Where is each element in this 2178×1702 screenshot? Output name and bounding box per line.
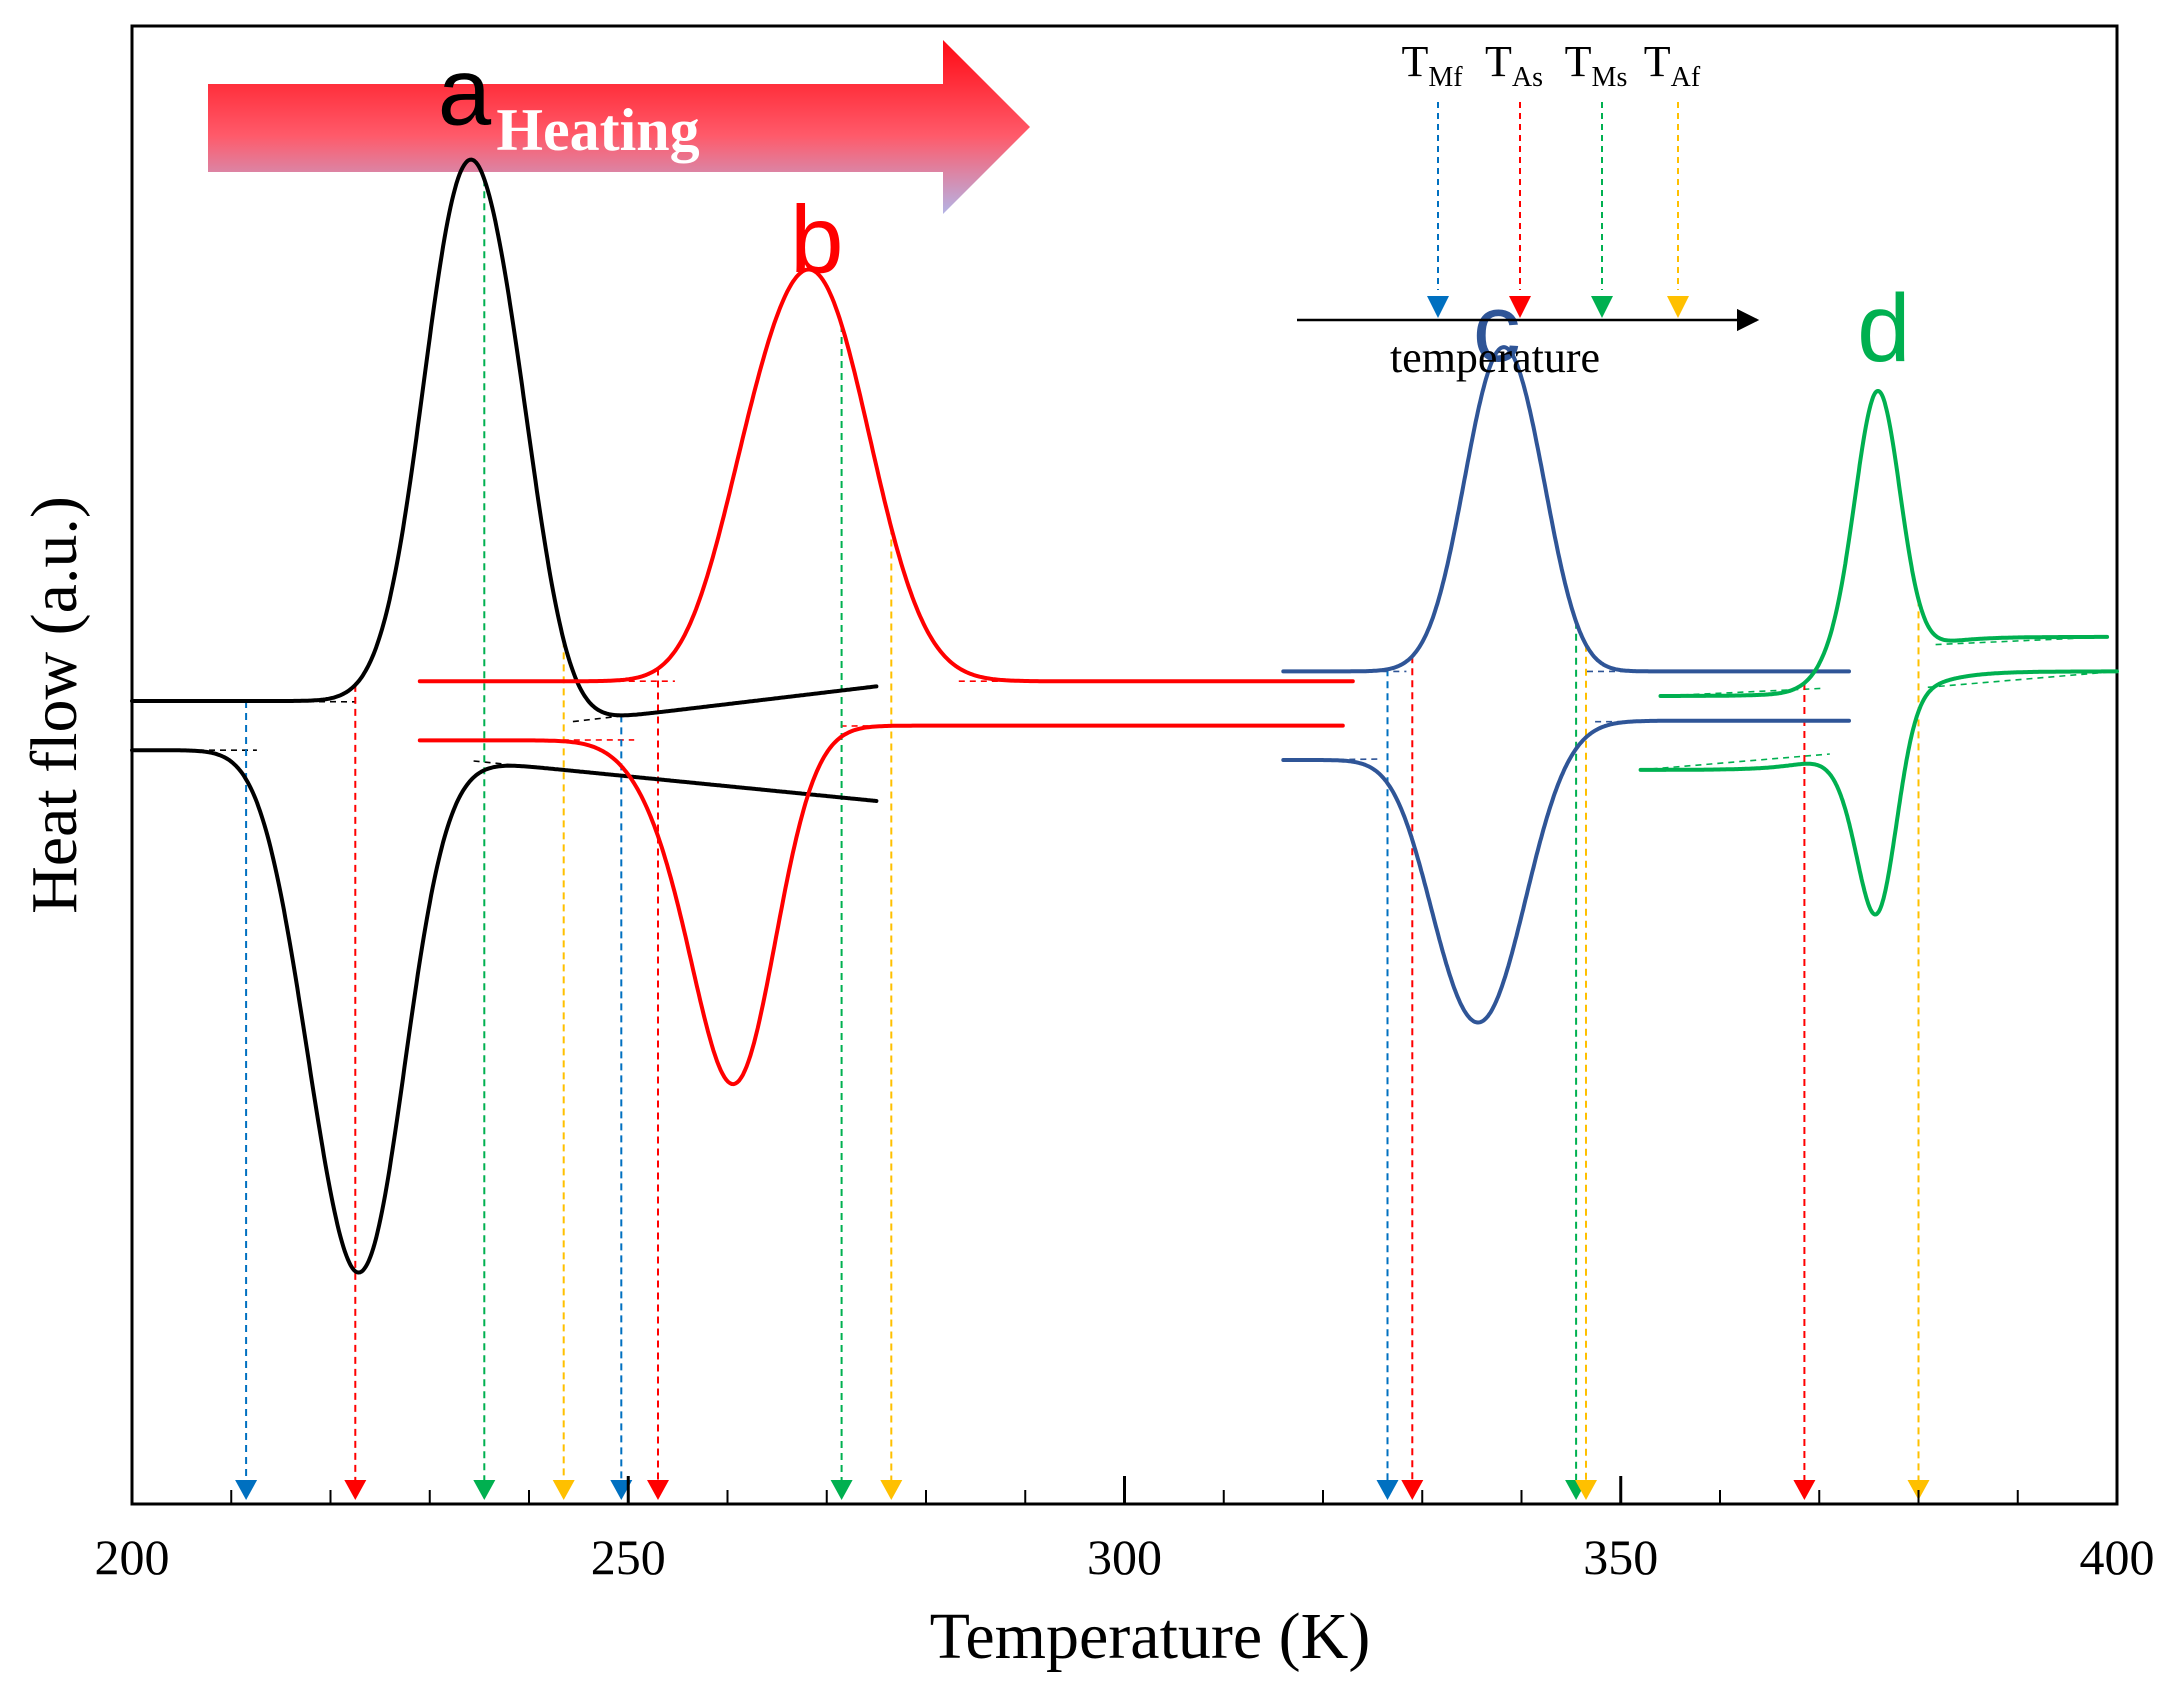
marker-a-TAs — [344, 1480, 367, 1500]
curve-label-d: d — [1857, 275, 1910, 382]
marker-c-TAs — [1401, 1480, 1424, 1500]
curve-label-c: c — [1473, 275, 1521, 382]
marker-a-TMf — [235, 1480, 258, 1500]
curve-b-cooling — [417, 723, 1345, 1087]
legend-item-TAf: TAf — [1644, 37, 1701, 318]
curve-d-cooling — [1638, 669, 2119, 917]
marker-b-TAf — [880, 1480, 903, 1500]
transition-markers — [235, 1480, 1930, 1500]
legend-label-TMf: TMf — [1401, 37, 1463, 93]
legend-items: TMf TAs TMs TAf — [1401, 37, 1701, 318]
legend-marker-TAf — [1667, 296, 1689, 318]
curve-c-heating — [1281, 345, 1851, 674]
curve-c-cooling — [1281, 718, 1851, 1025]
curve-b-heating — [417, 267, 1355, 684]
legend-marker-TMf — [1427, 296, 1449, 318]
legend-label-TAf: TAf — [1644, 37, 1701, 93]
legend-marker-TMs — [1591, 296, 1613, 318]
heating-arrow-shape — [208, 40, 1030, 214]
curve-labels: a b c d — [438, 39, 1911, 383]
legend-marker-TAs — [1509, 296, 1531, 318]
legend-label-TMs: TMs — [1565, 37, 1628, 93]
legend-label-TAs: TAs — [1485, 37, 1543, 93]
marker-b-TAs — [647, 1480, 669, 1500]
dsc-curves — [130, 157, 2119, 1275]
legend-item-TMf: TMf — [1401, 37, 1463, 318]
legend-temperature-label: temperature — [1390, 333, 1600, 382]
x-tick-label-400: 400 — [2080, 1529, 2155, 1585]
x-axis: 200 250 300 350 400 — [95, 1476, 2155, 1585]
x-tick-label-300: 300 — [1087, 1529, 1162, 1585]
curve-a-cooling — [130, 748, 879, 1275]
legend-schematic: temperature TMf TAs TMs TAf — [1297, 37, 1760, 382]
marker-a-TAf — [552, 1480, 575, 1500]
transition-droplines — [245, 179, 1920, 1482]
tangent-d-cooling-post — [1927, 670, 2118, 689]
heating-arrow-label: Heating — [496, 97, 699, 163]
marker-a-TMs — [473, 1480, 496, 1500]
legend-item-TMs: TMs — [1565, 37, 1628, 318]
x-tick-label-200: 200 — [95, 1529, 170, 1585]
marker-c-TAf — [1575, 1480, 1597, 1500]
marker-c-TMf — [1376, 1480, 1399, 1500]
curve-label-b: b — [790, 186, 843, 293]
x-tick-label-350: 350 — [1583, 1529, 1658, 1585]
x-tick-label-250: 250 — [591, 1529, 666, 1585]
curve-a-heating — [130, 157, 879, 718]
curve-d-heating — [1658, 389, 2110, 698]
y-axis-title: Heat flow (a.u.) — [18, 496, 91, 914]
tangent-d-cooling-pre — [1640, 753, 1830, 771]
curve-label-a: a — [438, 39, 492, 146]
legend-item-TAs: TAs — [1485, 37, 1543, 318]
marker-b-TMs — [830, 1480, 853, 1500]
x-axis-title: Temperature (K) — [930, 1600, 1371, 1673]
marker-d-TAs — [1793, 1480, 1816, 1500]
heating-arrow: Heating — [208, 40, 1030, 214]
